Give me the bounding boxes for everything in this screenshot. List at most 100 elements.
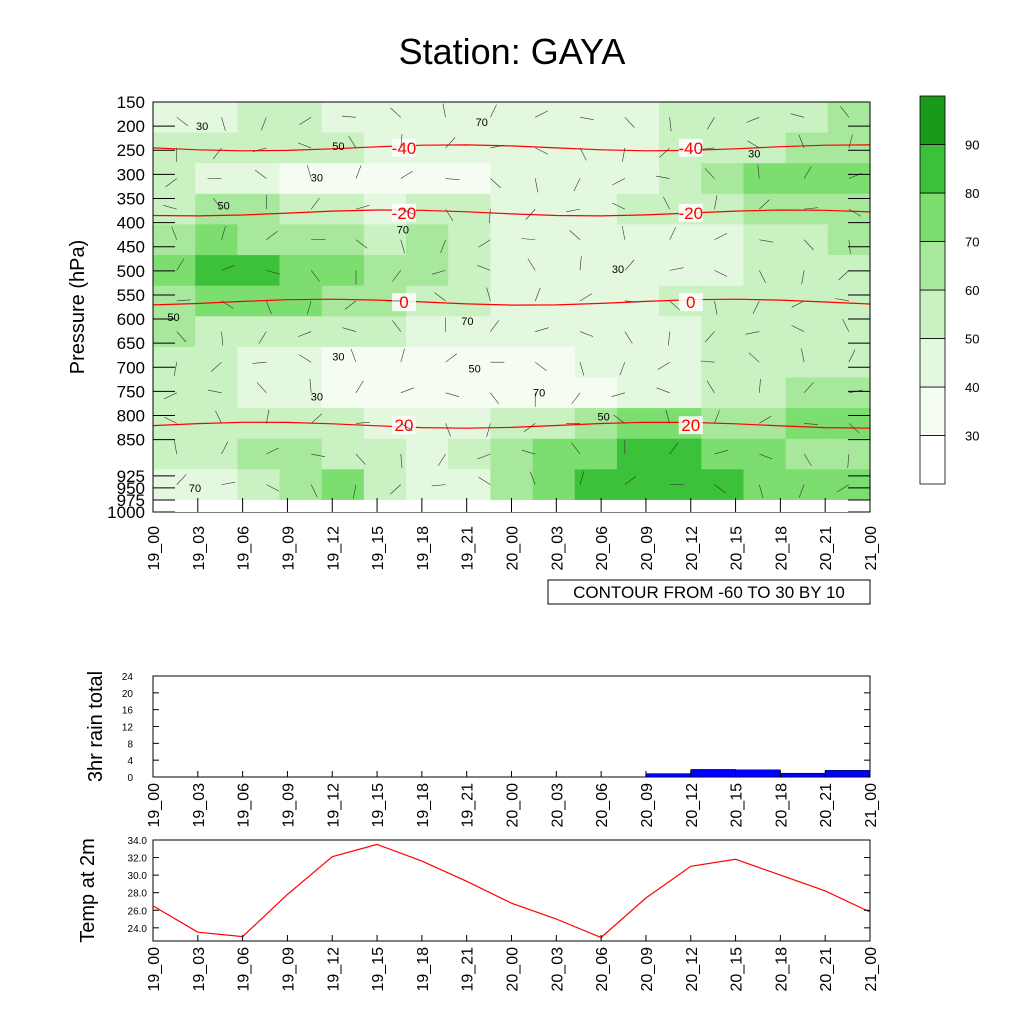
rh-cell xyxy=(533,439,576,470)
rain-y-tick-label: 24 xyxy=(122,672,134,683)
x-tick-label: 20_21 xyxy=(818,526,835,571)
rh-cell xyxy=(744,439,787,470)
rh-cell xyxy=(364,316,407,347)
rain-x-tick-label: 20_18 xyxy=(773,783,790,828)
rh-cell xyxy=(322,316,365,347)
rh-cell xyxy=(280,133,323,164)
rain-x-tick-label: 20_12 xyxy=(684,783,701,828)
rh-cell xyxy=(237,408,280,439)
rain-x-tick-label: 20_09 xyxy=(639,783,656,828)
rh-cell xyxy=(617,163,660,194)
rh-cell xyxy=(406,255,449,286)
rh-cell xyxy=(828,439,871,470)
rh-cell xyxy=(364,163,407,194)
rh-contour-label: 70 xyxy=(533,387,545,399)
colorbar-box xyxy=(920,339,945,388)
colorbar-label: 30 xyxy=(965,429,979,444)
rh-contour-label: 70 xyxy=(189,483,201,495)
rh-contour-label: 50 xyxy=(332,141,344,153)
rh-cell xyxy=(195,439,238,470)
x-tick-label: 21_00 xyxy=(863,526,880,571)
rh-cell xyxy=(701,163,744,194)
rh-cell xyxy=(448,224,491,255)
rh-cell xyxy=(237,469,280,500)
temp-y-tick-label: 28.0 xyxy=(128,889,148,900)
rh-cell xyxy=(237,439,280,470)
rh-cell xyxy=(237,255,280,286)
rh-cell xyxy=(786,224,829,255)
rain-x-tick-label: 20_03 xyxy=(549,783,566,828)
rain-x-tick-label: 20_00 xyxy=(505,783,522,828)
temp-line xyxy=(153,844,870,937)
rain-y-tick-label: 20 xyxy=(122,689,134,700)
rain-x-tick-label: 19_12 xyxy=(325,783,342,828)
temperature-contour-label: 0 xyxy=(686,293,695,312)
rh-contour-label: 50 xyxy=(598,411,610,423)
rh-cell xyxy=(448,286,491,317)
rh-cell xyxy=(237,347,280,378)
rh-cell xyxy=(786,133,829,164)
rh-cell xyxy=(490,408,533,439)
rh-cell xyxy=(617,439,660,470)
rain-x-tick-label: 19_21 xyxy=(460,783,477,828)
rh-cell xyxy=(533,194,576,225)
y-tick-label: 400 xyxy=(117,214,145,233)
rh-cell xyxy=(448,439,491,470)
rh-cell xyxy=(575,224,618,255)
colorbar-box xyxy=(920,145,945,194)
rain-bar xyxy=(736,770,781,777)
rh-contour-label: 30 xyxy=(311,391,323,403)
rh-cell xyxy=(322,378,365,409)
rh-cell xyxy=(490,286,533,317)
rh-cell xyxy=(744,469,787,500)
rh-cell xyxy=(744,286,787,317)
rh-contour-label: 30 xyxy=(311,173,323,185)
temperature-contour-label: -40 xyxy=(392,139,417,158)
rain-x-tick-label: 20_15 xyxy=(729,783,746,828)
rh-contour-label: 30 xyxy=(748,149,760,161)
rh-cell xyxy=(237,378,280,409)
temp-frame xyxy=(153,840,870,941)
temp-x-tick-label: 20_18 xyxy=(773,947,790,992)
rh-cell xyxy=(322,224,365,255)
rh-cell xyxy=(322,163,365,194)
rain-y-tick-label: 8 xyxy=(127,739,133,750)
rh-cell xyxy=(195,469,238,500)
rh-cell xyxy=(659,102,702,133)
temp-x-tick-label: 19_12 xyxy=(325,947,342,992)
rh-cell xyxy=(490,133,533,164)
temp-x-tick-label: 20_15 xyxy=(729,947,746,992)
rh-cell xyxy=(448,469,491,500)
rh-cell xyxy=(828,286,871,317)
rh-cell xyxy=(322,255,365,286)
rh-cell xyxy=(490,378,533,409)
temp-x-tick-label: 20_21 xyxy=(818,947,835,992)
rh-cell xyxy=(659,316,702,347)
rh-cell xyxy=(575,163,618,194)
colorbar-box xyxy=(920,242,945,291)
rh-cell xyxy=(744,194,787,225)
rh-cell xyxy=(786,378,829,409)
rh-cell xyxy=(575,133,618,164)
rh-cell xyxy=(617,224,660,255)
x-tick-label: 19_03 xyxy=(191,526,208,571)
rain-x-tick-label: 19_00 xyxy=(146,783,163,828)
rh-cell xyxy=(659,255,702,286)
rh-cell xyxy=(786,469,829,500)
y-tick-label: 700 xyxy=(117,358,145,377)
colorbar-box xyxy=(920,96,945,145)
rh-cell xyxy=(786,439,829,470)
rh-cell xyxy=(153,163,196,194)
x-tick-label: 19_06 xyxy=(236,526,253,571)
temp-y-tick-label: 30.0 xyxy=(128,871,148,882)
rh-cell xyxy=(406,378,449,409)
y-tick-label: 450 xyxy=(117,238,145,257)
rh-cell xyxy=(659,163,702,194)
temp-x-tick-label: 20_12 xyxy=(684,947,701,992)
colorbar-box xyxy=(920,387,945,436)
rh-cell xyxy=(406,439,449,470)
colorbar-label: 80 xyxy=(965,186,979,201)
y-tick-label: 500 xyxy=(117,262,145,281)
